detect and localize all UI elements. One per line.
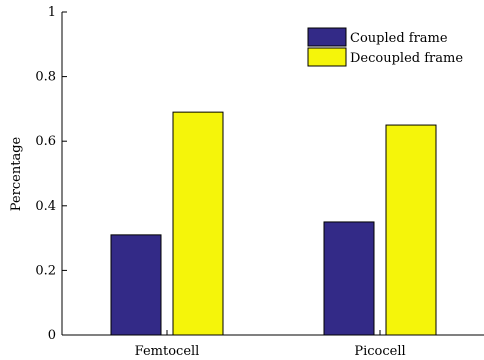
bars	[110, 111, 437, 336]
y-tick-label: 0	[48, 328, 56, 343]
x-axis: Femtocell Picocell	[62, 330, 484, 359]
y-tick-label: 0.8	[35, 70, 56, 85]
y-tick-label: 0.4	[35, 199, 56, 214]
bar-picocell-decoupled	[385, 124, 437, 336]
legend-swatch-coupled	[307, 27, 347, 47]
legend-label-coupled: Coupled frame	[350, 31, 448, 46]
legend-swatch-decoupled	[307, 47, 347, 67]
x-tick-label: Picocell	[354, 344, 405, 359]
y-axis: 0 0.2 0.4 0.6 0.8 1	[35, 5, 67, 343]
x-tick-label: Femtocell	[135, 344, 200, 359]
legend: Coupled frame Decoupled frame	[307, 27, 463, 67]
bar-femtocell-decoupled	[172, 111, 224, 336]
bar-picocell-coupled	[323, 221, 375, 336]
y-tick-label: 0.6	[35, 134, 56, 149]
y-tick-label: 0.2	[35, 263, 56, 278]
legend-label-decoupled: Decoupled frame	[350, 51, 463, 66]
y-axis-label: Percentage	[9, 136, 24, 211]
y-tick-label: 1	[48, 5, 56, 20]
bar-femtocell-coupled	[110, 234, 162, 336]
